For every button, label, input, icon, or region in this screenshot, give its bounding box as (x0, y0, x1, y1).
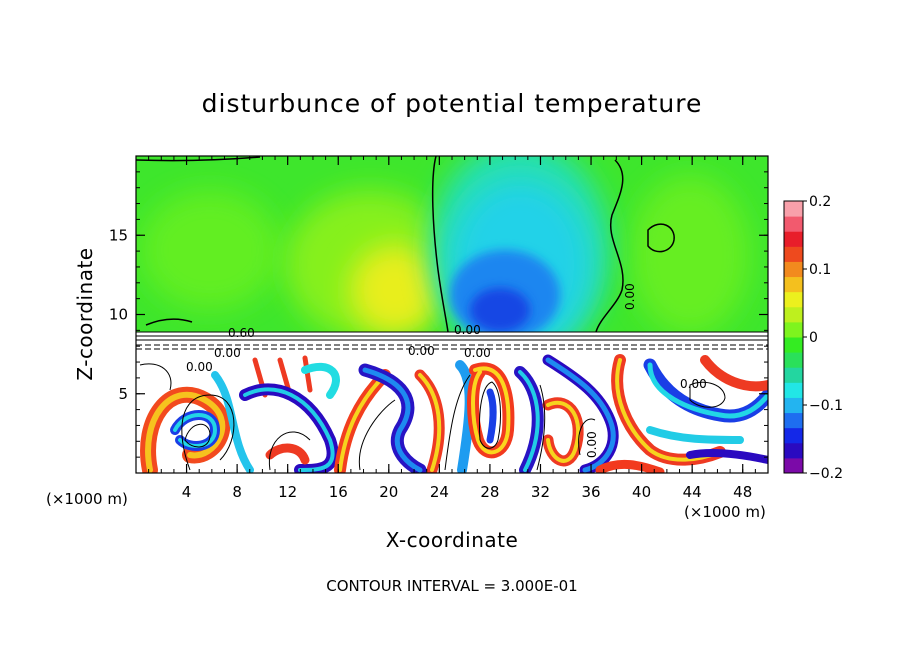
contour-label: 0.60 (228, 326, 255, 340)
chart-title: disturbunce of potential temperature (202, 89, 703, 118)
colorbar-swatch (784, 261, 803, 278)
y-tick-labels: 5 10 15 (109, 226, 128, 403)
x-tick-label: 48 (733, 483, 752, 501)
colorbar-swatch (784, 246, 803, 262)
y-tick-label: 10 (109, 306, 128, 324)
warm-core (350, 245, 440, 332)
contour-label: 0.00 (454, 323, 481, 337)
y-unit-label: (×1000 m) (46, 490, 128, 508)
x-tick-label: 4 (182, 483, 192, 501)
upper-field (136, 156, 768, 332)
colorbar-swatch (784, 337, 803, 353)
colorbar-swatch (784, 216, 803, 232)
x-tick-label: 36 (581, 483, 600, 501)
contour-label: 0.00 (585, 431, 599, 458)
turbulent-plumes (140, 354, 768, 473)
warm-anomaly-left (140, 190, 280, 310)
colorbar-swatch (784, 382, 803, 398)
x-tick-label: 44 (683, 483, 702, 501)
x-tick-label: 12 (278, 483, 297, 501)
colorbar-swatch (784, 291, 803, 308)
colorbar (783, 200, 807, 474)
contour-label: 0.00 (623, 283, 637, 310)
contour-label: 0.00 (464, 346, 491, 360)
colorbar-swatch (784, 457, 803, 474)
colorbar-swatch (784, 397, 803, 414)
colorbar-swatch (784, 367, 803, 383)
x-unit-label: (×1000 m) (684, 503, 766, 521)
colorbar-tick-label: −0.2 (809, 466, 843, 482)
colorbar-swatch (784, 352, 803, 368)
zero-contour-right (595, 159, 624, 332)
contour-label: 0.00 (680, 377, 707, 391)
contour-interval-note: CONTOUR INTERVAL = 3.000E-01 (326, 577, 577, 595)
plot-area: 0.60 0.00 0.00 0.00 0.00 0.00 0.00 0.00 … (136, 156, 768, 473)
colorbar-tick-label: 0.1 (809, 262, 831, 278)
colorbar-swatch (784, 427, 803, 444)
axes-ticks (136, 156, 768, 473)
lower-contour-lines (139, 363, 726, 471)
contour-label: 0.00 (408, 344, 435, 358)
colorbar-swatch (784, 412, 803, 429)
colorbar-swatch (784, 276, 803, 293)
x-tick-label: 16 (329, 483, 348, 501)
colorbar-swatch (784, 306, 803, 323)
zero-contour-cold-edge (431, 156, 449, 332)
x-tick-label: 20 (379, 483, 398, 501)
cold-anomaly-deep (470, 288, 530, 332)
y-tick-label: 5 (118, 385, 128, 403)
x-tick-label: 40 (632, 483, 651, 501)
x-tick-labels: 4 8 12 16 20 24 28 32 36 40 44 48 (182, 483, 752, 501)
lower-field (136, 352, 768, 473)
contour-label: 0.00 (214, 346, 241, 360)
zero-contour-upper-left (136, 156, 261, 162)
x-tick-label: 8 (232, 483, 242, 501)
colorbar-tick-label: −0.1 (809, 398, 843, 414)
colorbar-swatch (784, 321, 803, 338)
x-tick-label: 32 (531, 483, 550, 501)
x-axis-label: X-coordinate (386, 528, 519, 552)
colorbar-labels: 0.2 0.1 0 −0.1 −0.2 (809, 194, 843, 482)
y-tick-label: 15 (109, 226, 128, 244)
contour-ring-right (647, 223, 675, 253)
y-axis-label: Z-coordinate (73, 247, 97, 380)
colorbar-swatch (784, 201, 803, 217)
colorbar-tick-label: 0 (809, 330, 818, 346)
contour-value-labels: 0.60 0.00 0.00 0.00 0.00 0.00 0.00 0.00 … (186, 283, 707, 458)
contour-label: 0.00 (186, 360, 213, 374)
contour-edge-left (145, 318, 193, 326)
colorbar-swatch (784, 231, 803, 247)
x-tick-label: 24 (430, 483, 449, 501)
warm-anomaly-right (630, 175, 750, 332)
colorbar-swatch (784, 442, 803, 459)
colorbar-tick-label: 0.2 (809, 194, 831, 210)
x-tick-label: 28 (480, 483, 499, 501)
